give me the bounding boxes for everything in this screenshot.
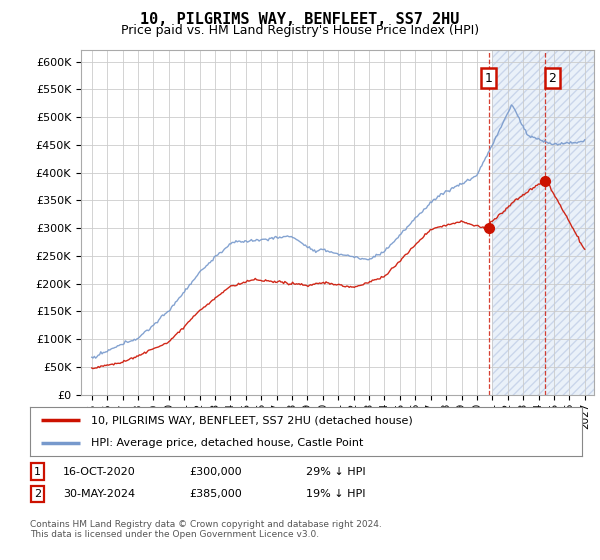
Text: 1: 1 xyxy=(34,466,41,477)
Text: 30-MAY-2024: 30-MAY-2024 xyxy=(63,489,135,499)
Text: 19% ↓ HPI: 19% ↓ HPI xyxy=(306,489,365,499)
Bar xyxy=(493,50,594,395)
Text: Contains HM Land Registry data © Crown copyright and database right 2024.
This d: Contains HM Land Registry data © Crown c… xyxy=(30,520,382,539)
Bar xyxy=(493,50,594,395)
Text: £300,000: £300,000 xyxy=(189,466,242,477)
Text: 10, PILGRIMS WAY, BENFLEET, SS7 2HU: 10, PILGRIMS WAY, BENFLEET, SS7 2HU xyxy=(140,12,460,27)
Text: 10, PILGRIMS WAY, BENFLEET, SS7 2HU (detached house): 10, PILGRIMS WAY, BENFLEET, SS7 2HU (det… xyxy=(91,416,412,426)
Text: 16-OCT-2020: 16-OCT-2020 xyxy=(63,466,136,477)
Text: 2: 2 xyxy=(548,72,556,85)
Text: Price paid vs. HM Land Registry's House Price Index (HPI): Price paid vs. HM Land Registry's House … xyxy=(121,24,479,36)
Text: 2: 2 xyxy=(34,489,41,499)
Text: HPI: Average price, detached house, Castle Point: HPI: Average price, detached house, Cast… xyxy=(91,438,363,448)
Text: £385,000: £385,000 xyxy=(189,489,242,499)
Text: 1: 1 xyxy=(484,72,492,85)
Text: 29% ↓ HPI: 29% ↓ HPI xyxy=(306,466,365,477)
